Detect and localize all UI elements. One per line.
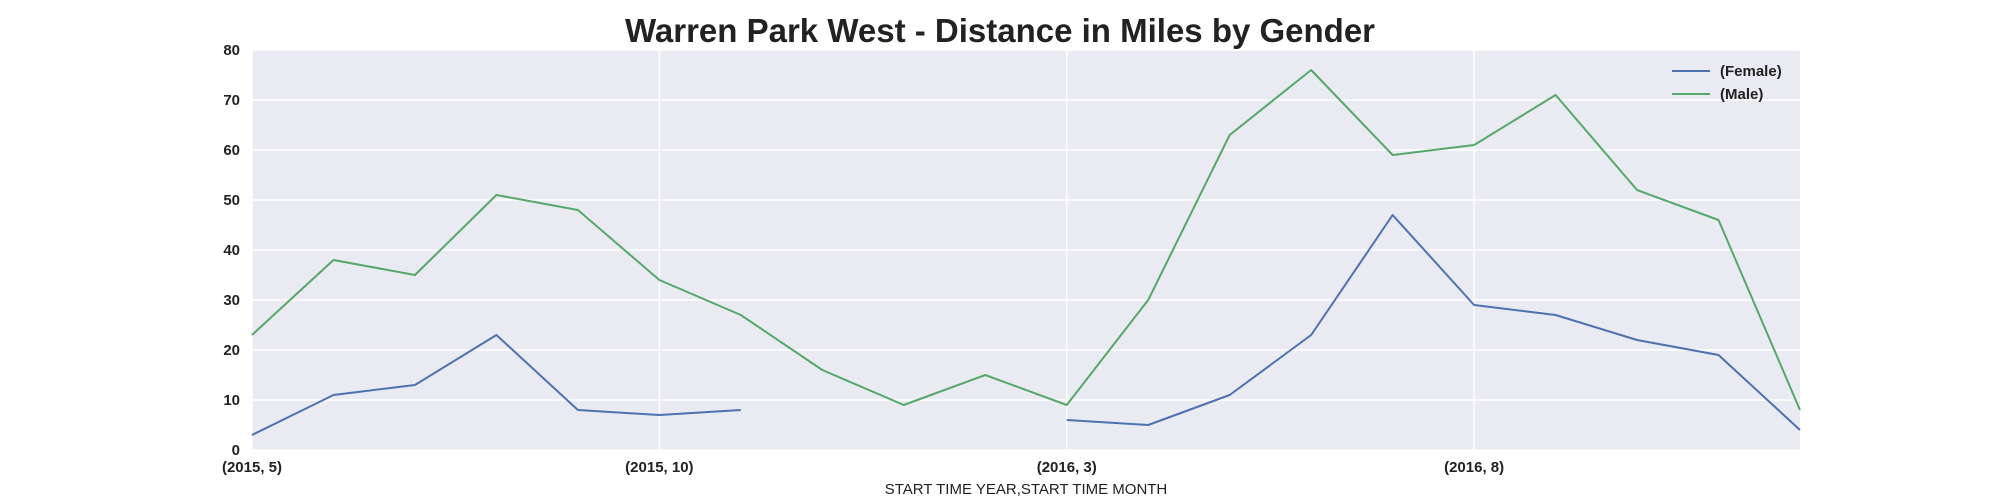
- x-axis-label: START TIME YEAR,START TIME MONTH: [885, 481, 1168, 498]
- series-line-male: [251, 69, 1801, 411]
- x-tick-label: (2015, 5): [222, 459, 282, 476]
- y-tick-label: 50: [223, 192, 240, 209]
- series-line-female: [1066, 214, 1801, 431]
- series-lines: [251, 69, 1801, 436]
- x-tick-label: (2015, 10): [625, 459, 693, 476]
- y-tick-label: 30: [223, 292, 240, 309]
- y-tick-label: 10: [223, 392, 240, 409]
- y-tick-label: 60: [223, 142, 240, 159]
- chart-title: Warren Park West - Distance in Miles by …: [625, 12, 1375, 49]
- legend-label-male: (Male): [1720, 86, 1763, 103]
- legend: (Female) (Male): [1672, 63, 1782, 103]
- legend-label-female: (Female): [1720, 63, 1782, 80]
- y-tick-label: 70: [223, 92, 240, 109]
- y-axis-ticks: 0 10 20 30 40 50 60 70 80: [223, 42, 240, 459]
- y-tick-label: 40: [223, 242, 240, 259]
- y-tick-label: 80: [223, 42, 240, 59]
- x-tick-label: (2016, 3): [1037, 459, 1097, 476]
- x-tick-label: (2016, 8): [1444, 459, 1504, 476]
- y-tick-label: 20: [223, 342, 240, 359]
- x-axis-ticks: (2015, 5) (2015, 10) (2016, 3) (2016, 8): [222, 459, 1504, 476]
- grid-lines: [251, 49, 1800, 451]
- y-tick-label: 0: [232, 442, 240, 459]
